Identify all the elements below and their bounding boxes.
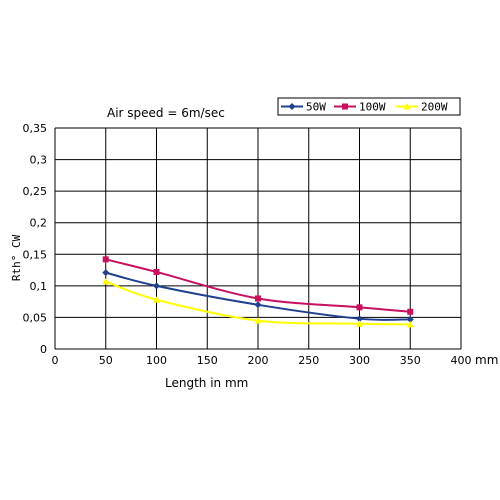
data-point — [254, 317, 262, 324]
series-50w — [102, 269, 414, 323]
x-tick-label: 0 — [52, 354, 59, 367]
legend-entry-100w: 100W — [334, 101, 386, 114]
y-axis-label: Rth° CW — [10, 234, 23, 281]
data-point — [406, 320, 414, 328]
y-axis-ticks: 0 0,05 0,1 0,15 0,2 0,25 0,3 0,35 — [23, 122, 48, 356]
legend-label: 100W — [359, 101, 386, 114]
data-point — [255, 295, 261, 302]
x-axis-label: Length in mm — [165, 376, 248, 390]
series-200w — [102, 277, 414, 328]
x-tick-label: 350 — [400, 354, 421, 367]
data-point — [406, 315, 414, 323]
x-tick-label: 50 — [99, 354, 113, 367]
y-tick-label: 0,05 — [23, 311, 48, 324]
data-point — [153, 268, 160, 275]
legend-swatch-marker — [342, 103, 348, 110]
legend: 50W 100W 200W — [277, 97, 461, 116]
x-tick-label: 400 — [451, 354, 472, 367]
data-point — [153, 296, 160, 303]
data-point — [102, 256, 109, 263]
legend-swatch-marker — [403, 103, 411, 110]
x-tick-label: 150 — [197, 354, 218, 367]
x-axis-ticks: 0 50 100 150 200 250 300 350 400 — [52, 354, 472, 367]
data-point — [407, 308, 414, 315]
y-tick-label: 0,2 — [30, 217, 48, 230]
data-point — [153, 282, 160, 290]
legend-entry-50w: 50W — [281, 101, 326, 114]
series-100w — [102, 256, 414, 315]
y-tick-label: 0,15 — [23, 248, 48, 261]
legend-box — [277, 97, 461, 116]
legend-label: 50W — [306, 101, 326, 114]
y-tick-label: 0,1 — [30, 280, 48, 293]
legend-swatch-marker — [288, 103, 296, 110]
x-tick-label: 200 — [248, 354, 269, 367]
series-layer — [102, 256, 414, 328]
x-axis-unit: mm — [475, 353, 498, 367]
data-point — [254, 301, 262, 309]
data-point — [356, 320, 363, 327]
y-tick-label: 0,25 — [23, 185, 48, 198]
data-point — [356, 304, 363, 311]
data-point — [102, 277, 110, 285]
y-tick-label: 0 — [40, 343, 47, 356]
chart-title: Air speed = 6m/sec — [107, 106, 225, 120]
data-point — [356, 315, 363, 323]
y-tick-label: 0,3 — [30, 154, 48, 167]
x-tick-label: 300 — [349, 354, 370, 367]
legend-label: 200W — [421, 101, 448, 114]
legend-entry-200w: 200W — [396, 101, 448, 114]
data-point — [102, 269, 110, 277]
grid — [54, 127, 462, 350]
x-tick-label: 250 — [298, 354, 319, 367]
x-tick-label: 100 — [146, 354, 167, 367]
y-tick-label: 0,35 — [23, 122, 48, 135]
